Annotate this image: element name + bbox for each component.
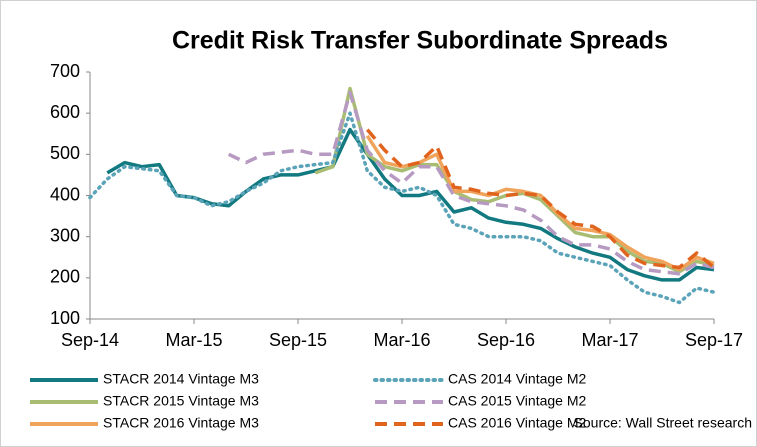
x-tick-label: Sep-15 bbox=[269, 330, 327, 350]
chart-title: Credit Risk Transfer Subordinate Spreads bbox=[172, 27, 668, 55]
series-line bbox=[365, 134, 715, 272]
x-tick-label: Sep-14 bbox=[61, 330, 119, 350]
legend-label: CAS 2015 Vintage M2 bbox=[448, 393, 586, 409]
x-tick-label: Mar-16 bbox=[373, 330, 430, 350]
legend-label: CAS 2014 Vintage M2 bbox=[448, 371, 586, 387]
x-tick-label: Mar-17 bbox=[581, 330, 638, 350]
x-tick-label: Sep-17 bbox=[685, 330, 743, 350]
legend-label: STACR 2016 Vintage M3 bbox=[103, 415, 259, 431]
legend-label: STACR 2015 Vintage M3 bbox=[103, 393, 259, 409]
y-tick-label: 600 bbox=[50, 102, 80, 122]
series-line bbox=[365, 128, 716, 270]
y-tick-label: 300 bbox=[50, 225, 80, 245]
y-tick-label: 700 bbox=[50, 61, 80, 81]
y-tick-label: 100 bbox=[50, 308, 80, 328]
source-note: Source: Wall Street research bbox=[574, 415, 752, 431]
series-line bbox=[88, 111, 716, 305]
y-tick-label: 400 bbox=[50, 184, 80, 204]
x-tick-label: Mar-15 bbox=[165, 330, 222, 350]
legend-label: STACR 2014 Vintage M3 bbox=[103, 371, 259, 387]
legend-label: CAS 2016 Vintage M2 bbox=[448, 415, 586, 431]
x-tick-label: Sep-16 bbox=[477, 330, 535, 350]
y-tick-label: 500 bbox=[50, 143, 80, 163]
y-tick-label: 200 bbox=[50, 267, 80, 287]
series-line bbox=[227, 90, 715, 276]
